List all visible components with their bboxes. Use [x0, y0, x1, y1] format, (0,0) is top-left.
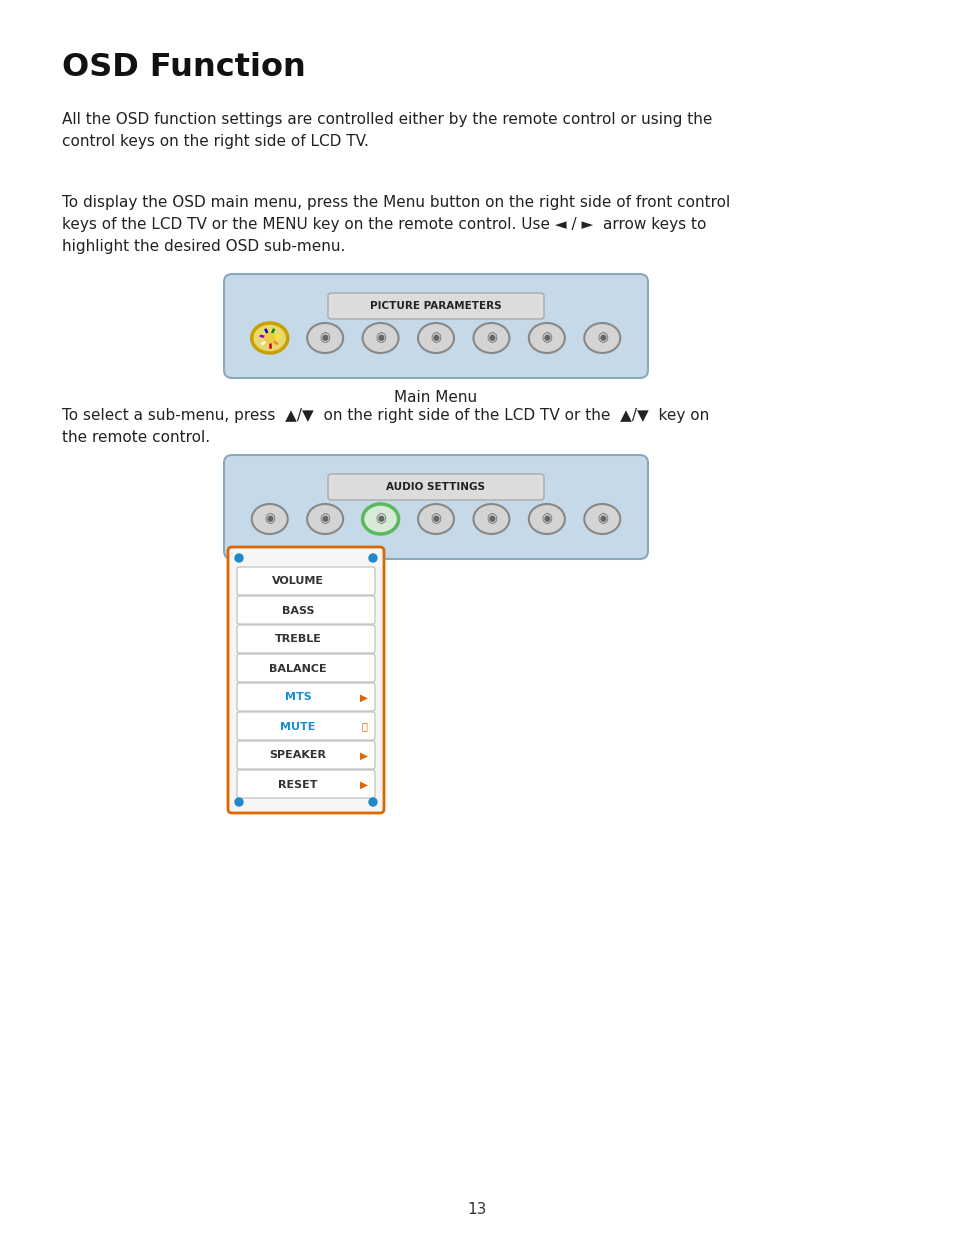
- Text: PICTURE PARAMETERS: PICTURE PARAMETERS: [370, 301, 501, 311]
- Ellipse shape: [252, 324, 288, 353]
- Text: ◉: ◉: [597, 513, 607, 526]
- Text: ◉: ◉: [597, 331, 607, 345]
- Text: ◉: ◉: [430, 513, 441, 526]
- Text: 🔉: 🔉: [360, 721, 367, 731]
- Ellipse shape: [362, 504, 398, 534]
- Text: ◉: ◉: [319, 331, 331, 345]
- Text: All the OSD function settings are controlled either by the remote control or usi: All the OSD function settings are contro…: [62, 112, 712, 149]
- Text: OSD Function: OSD Function: [62, 52, 305, 83]
- FancyBboxPatch shape: [236, 655, 375, 682]
- Circle shape: [234, 555, 243, 562]
- Text: MTS: MTS: [284, 693, 311, 703]
- Text: ◉: ◉: [319, 513, 331, 526]
- Ellipse shape: [528, 504, 564, 534]
- Ellipse shape: [583, 324, 619, 353]
- Circle shape: [234, 798, 243, 806]
- Text: ▶: ▶: [359, 779, 368, 789]
- FancyBboxPatch shape: [328, 293, 543, 319]
- Ellipse shape: [528, 324, 564, 353]
- Text: RESET: RESET: [278, 779, 317, 789]
- FancyBboxPatch shape: [328, 474, 543, 500]
- Ellipse shape: [473, 324, 509, 353]
- Text: ◉: ◉: [430, 331, 441, 345]
- Text: ◉: ◉: [375, 513, 386, 526]
- FancyBboxPatch shape: [224, 274, 647, 378]
- Ellipse shape: [252, 504, 288, 534]
- Text: SPEAKER: SPEAKER: [269, 751, 326, 761]
- Ellipse shape: [307, 324, 343, 353]
- Text: ◉: ◉: [264, 513, 274, 526]
- FancyBboxPatch shape: [236, 567, 375, 595]
- Text: Main Menu: Main Menu: [394, 390, 477, 405]
- Text: To display the OSD main menu, press the Menu button on the right side of front c: To display the OSD main menu, press the …: [62, 195, 729, 254]
- Text: ▶: ▶: [359, 751, 368, 761]
- Ellipse shape: [473, 504, 509, 534]
- FancyBboxPatch shape: [228, 547, 384, 813]
- Text: AUDIO SETTINGS: AUDIO SETTINGS: [386, 482, 485, 492]
- Ellipse shape: [417, 504, 454, 534]
- FancyBboxPatch shape: [224, 454, 647, 559]
- Circle shape: [369, 555, 376, 562]
- FancyBboxPatch shape: [236, 769, 375, 798]
- Ellipse shape: [307, 504, 343, 534]
- Ellipse shape: [362, 324, 398, 353]
- Circle shape: [369, 798, 376, 806]
- Ellipse shape: [583, 504, 619, 534]
- Circle shape: [264, 333, 274, 343]
- Text: 13: 13: [467, 1203, 486, 1218]
- Text: To select a sub-menu, press  ▲/▼  on the right side of the LCD TV or the  ▲/▼  k: To select a sub-menu, press ▲/▼ on the r…: [62, 408, 708, 445]
- Text: BALANCE: BALANCE: [269, 663, 327, 673]
- Ellipse shape: [417, 324, 454, 353]
- Text: ◉: ◉: [541, 513, 552, 526]
- FancyBboxPatch shape: [236, 683, 375, 711]
- Text: VOLUME: VOLUME: [272, 577, 324, 587]
- FancyBboxPatch shape: [236, 597, 375, 624]
- FancyBboxPatch shape: [236, 625, 375, 653]
- Text: MUTE: MUTE: [280, 721, 315, 731]
- Text: ▶: ▶: [359, 693, 368, 703]
- Text: ◉: ◉: [375, 331, 386, 345]
- Text: TREBLE: TREBLE: [274, 635, 321, 645]
- Text: ◉: ◉: [485, 513, 497, 526]
- Text: BASS: BASS: [281, 605, 314, 615]
- FancyBboxPatch shape: [236, 741, 375, 769]
- Text: ◉: ◉: [485, 331, 497, 345]
- Text: ◉: ◉: [541, 331, 552, 345]
- FancyBboxPatch shape: [236, 713, 375, 740]
